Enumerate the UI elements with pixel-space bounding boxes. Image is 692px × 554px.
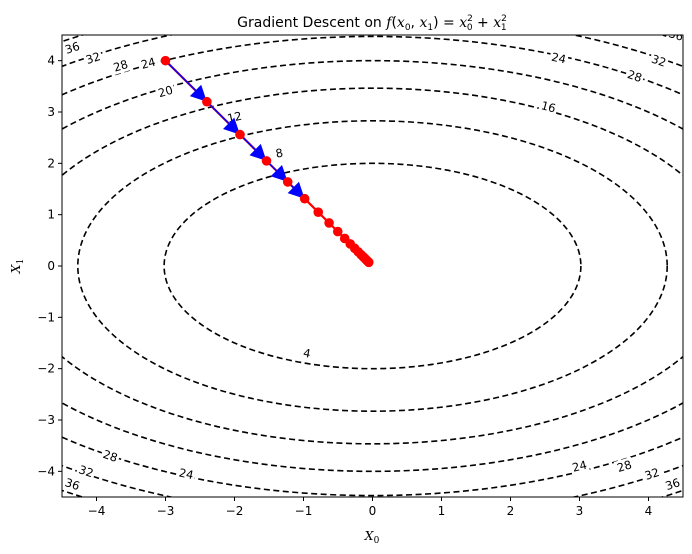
contour-label-bg: [224, 108, 245, 126]
path-point: [282, 177, 293, 187]
contour-label-bg: [109, 56, 132, 76]
contour-4: [163, 162, 582, 370]
contour-label: 28: [101, 447, 119, 465]
y-tick-label: 4: [47, 54, 55, 68]
x-tick-label: −3: [157, 504, 175, 518]
contour-label: 8: [274, 145, 284, 160]
contour-label: 36: [663, 475, 681, 493]
path-point: [324, 218, 334, 228]
contour-label-bg: [82, 48, 104, 68]
gradient-arrow-head: [249, 143, 267, 161]
y-tick-label: −1: [37, 310, 55, 324]
x-tick-label: 4: [645, 504, 653, 518]
contour-label: 24: [139, 55, 157, 72]
contour-label: 28: [626, 67, 644, 85]
contour-label: 12: [226, 109, 243, 126]
x-tick-label: 3: [576, 504, 584, 518]
gradient-arrow-head: [287, 181, 305, 199]
contour-label: 28: [112, 57, 130, 75]
contour-label-bg: [175, 465, 197, 483]
x-tick-label: 0: [369, 504, 377, 518]
path-point: [235, 129, 245, 140]
contour-label: 16: [540, 98, 558, 115]
contour-20: [62, 35, 683, 497]
path-point: [202, 96, 212, 107]
contour-label-bg: [537, 97, 559, 116]
y-tick-label: 0: [47, 259, 55, 273]
gradient-arrow-shaft: [206, 101, 230, 124]
contour-label: 20: [157, 83, 175, 101]
contour-label: 32: [84, 49, 102, 67]
contour-label-bg: [613, 456, 636, 476]
gradient-arrow-head: [223, 117, 241, 135]
contour-label-bg: [137, 54, 159, 73]
contour-label: 28: [615, 457, 633, 475]
y-tick-label: −2: [37, 362, 55, 376]
path-point: [261, 156, 272, 166]
contour-label: 36: [63, 475, 81, 493]
contour-label: 24: [571, 458, 589, 475]
y-tick-label: 1: [47, 208, 55, 222]
y-axis-ticks: −4 −3 −2 −1 0 1 2 3 4: [37, 54, 62, 478]
path-point: [160, 55, 171, 66]
contour-12: [62, 87, 683, 445]
contour-label-bg: [296, 344, 318, 362]
contour-label-bg: [569, 457, 590, 476]
contour-label-bg: [623, 66, 646, 86]
gradient-arrow-shaft: [164, 60, 197, 91]
contour-label-bg: [548, 49, 570, 67]
y-tick-label: 3: [47, 105, 55, 119]
gradient-arrow-head: [270, 164, 288, 182]
contour-label-bg: [661, 474, 683, 494]
contour-label-bg: [641, 464, 663, 484]
contour-label-bg: [99, 446, 122, 466]
contour-label-bg: [75, 461, 97, 481]
chart-title: Gradient Descent on f(x0, x1) = x2 0 + x2…: [237, 14, 507, 33]
x-axis-title: X0: [364, 528, 380, 546]
contour-label: 32: [77, 462, 95, 480]
y-tick-label: −4: [37, 464, 55, 478]
contour-label-bg: [62, 38, 84, 58]
x-tick-label: −1: [295, 504, 313, 518]
descent-path: [160, 55, 374, 268]
contour-label-bg: [154, 82, 177, 101]
contour-16: [62, 59, 683, 473]
axes-frame: [61, 34, 684, 498]
y-axis-title: X1: [8, 259, 26, 275]
path-point: [332, 226, 343, 237]
contour-label: 32: [650, 52, 668, 70]
x-axis-ticks: −4 −3 −2 −1 0 1 2 3 4: [88, 497, 653, 518]
contour-24: [62, 35, 683, 497]
contour-label: 32: [643, 465, 661, 483]
path-point: [299, 193, 310, 204]
x-tick-label: 1: [438, 504, 446, 518]
contour-label: 4: [302, 346, 312, 361]
contour-label-bg: [665, 35, 683, 45]
y-tick-label: 2: [47, 156, 55, 170]
contour-label: 36: [667, 26, 685, 44]
gradient-arrow-head: [189, 84, 207, 102]
contour-8: [77, 120, 668, 412]
contour-label-bg: [648, 51, 670, 71]
x-tick-label: 2: [507, 504, 515, 518]
y-tick-label: −3: [37, 413, 55, 427]
contour-label-bg: [269, 144, 290, 162]
path-point: [313, 207, 324, 217]
contour-label: 24: [550, 50, 567, 67]
contour-label-bg: [62, 474, 84, 494]
x-tick-label: −4: [88, 504, 106, 518]
x-tick-label: −2: [226, 504, 244, 518]
contour-label: 36: [63, 39, 81, 57]
contour-label: 24: [178, 466, 195, 483]
path-point: [363, 257, 374, 268]
